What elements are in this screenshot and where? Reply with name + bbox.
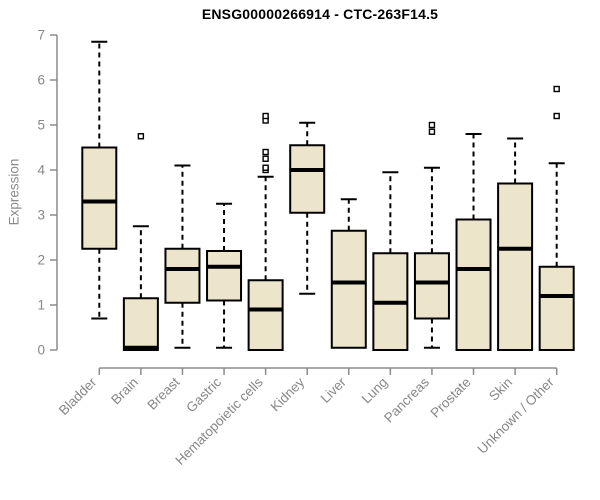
chart-title: ENSG00000266914 - CTC-263F14.5 — [201, 6, 439, 22]
box — [81, 146, 118, 250]
x-tick-label: Pancreas — [381, 374, 432, 425]
y-tick-label: 0 — [37, 343, 45, 358]
y-tick-label: 5 — [37, 118, 45, 133]
outlier-point — [553, 112, 560, 120]
x-tick-label: Lung — [359, 375, 391, 407]
x-tick-label: Prostate — [427, 375, 473, 421]
x-tick-label: Unknown / Other — [475, 374, 558, 457]
x-tick-label: Liver — [318, 374, 350, 406]
box — [164, 247, 201, 304]
outlier-point — [553, 85, 560, 93]
x-tick-label: Skin — [486, 375, 515, 404]
outlier-point — [137, 133, 145, 140]
y-tick-label: 3 — [37, 208, 45, 223]
y-tick-label: 2 — [37, 253, 45, 268]
box — [289, 144, 326, 214]
box — [330, 229, 367, 349]
box — [413, 252, 450, 320]
outlier-point — [262, 155, 269, 162]
outlier-point — [262, 164, 269, 171]
x-tick-label: Bladder — [56, 374, 100, 418]
box — [497, 182, 534, 351]
box — [247, 279, 284, 351]
box — [122, 297, 159, 351]
box — [455, 218, 492, 351]
y-tick-label: 1 — [37, 298, 45, 313]
x-tick-label: Kidney — [268, 374, 308, 414]
x-tick-label: Gastric — [183, 374, 224, 415]
outlier-point — [262, 148, 269, 156]
outlier-point — [428, 121, 436, 129]
x-tick-label: Brain — [108, 375, 141, 408]
outlier-point — [428, 128, 436, 135]
box — [206, 250, 243, 302]
box — [538, 265, 575, 351]
y-tick-label: 6 — [37, 73, 45, 88]
x-tick-label: Breast — [144, 374, 182, 412]
y-tick-label: 7 — [37, 28, 45, 43]
outlier-point — [262, 112, 269, 120]
y-tick-label: 4 — [37, 163, 45, 178]
